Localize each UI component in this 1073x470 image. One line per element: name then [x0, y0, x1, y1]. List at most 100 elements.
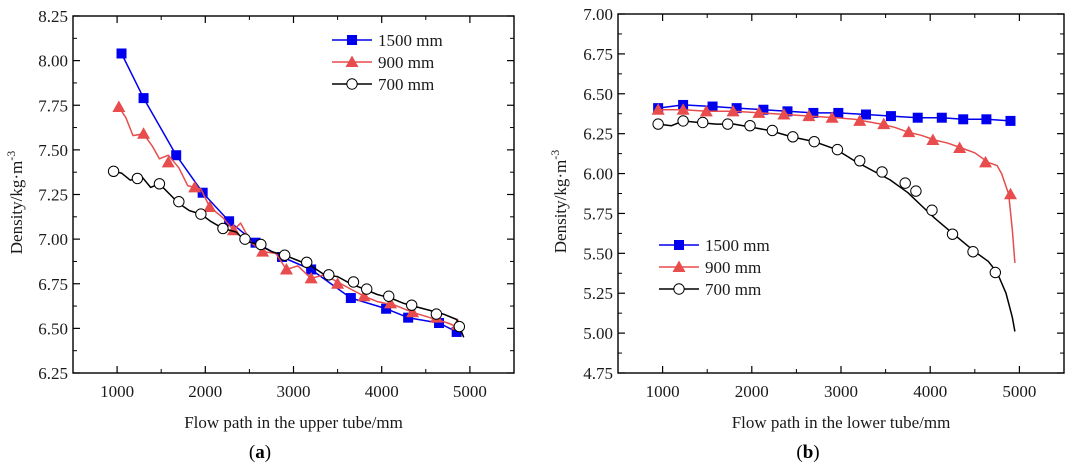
- legend-label: 900 mm: [705, 258, 761, 277]
- data-point-marker: [323, 269, 335, 281]
- x-tick-label: 1000: [646, 382, 680, 401]
- data-point-marker: [345, 293, 356, 304]
- data-point-marker: [876, 166, 888, 178]
- data-point-marker: [239, 233, 251, 245]
- x-tick-label: 3000: [824, 382, 858, 401]
- data-point-marker: [946, 228, 959, 240]
- chart-panel-b: 1000 2000 3000 4000 5000 4.75 5.00 5.25 5.50 5.75…: [548, 5, 1065, 463]
- y-tick-label: 4.75: [583, 364, 613, 383]
- data-point-marker: [926, 133, 940, 146]
- plot-frame: [617, 13, 1065, 374]
- data-point-marker: [381, 303, 392, 314]
- data-point-marker: [306, 264, 317, 275]
- data-point-marker: [304, 271, 318, 284]
- data-point-marker: [137, 127, 151, 139]
- data-point-marker: [279, 262, 293, 275]
- data-point-marker: [808, 135, 820, 148]
- data-point-marker: [744, 119, 756, 132]
- legend: 1500 mm 900 mm 700 mm: [659, 236, 770, 299]
- data-point-marker: [301, 256, 313, 269]
- legend: 1500 mm 900 mm 700 mm: [332, 31, 443, 94]
- data-point-marker: [912, 112, 923, 123]
- x-tick-label: 4000: [913, 382, 947, 401]
- data-point-marker: [958, 114, 969, 125]
- data-point-marker: [430, 308, 443, 320]
- data-point-marker: [825, 111, 839, 123]
- data-point-marker: [722, 118, 734, 130]
- data-point-marker: [877, 117, 891, 130]
- y-axis-title: Density/kg·m-3: [548, 150, 570, 254]
- y-tick-label: 7.00: [583, 5, 613, 24]
- legend-marker: [672, 260, 686, 272]
- data-point-marker: [860, 109, 871, 120]
- series-line: [118, 106, 462, 330]
- data-point-marker: [777, 108, 791, 120]
- y-tick-label: 6.75: [583, 45, 613, 64]
- data-point-marker: [1005, 115, 1016, 126]
- data-point-marker: [726, 104, 740, 117]
- data-point-marker: [131, 172, 144, 185]
- series-line: [658, 120, 1016, 332]
- y-tick-label: 5.25: [583, 284, 613, 303]
- legend-marker: [347, 35, 357, 45]
- data-point-marker: [188, 180, 202, 193]
- data-point-marker: [116, 48, 127, 59]
- data-point-marker: [853, 114, 867, 126]
- y-tick-label: 6.00: [583, 165, 613, 184]
- y-tick-label: 6.75: [38, 275, 68, 294]
- series-700-mm: [652, 115, 1016, 332]
- panel-label-close: ): [813, 442, 819, 463]
- y-tick-label: 7.50: [38, 141, 68, 160]
- data-point-marker: [384, 296, 398, 309]
- data-point-marker: [171, 150, 182, 161]
- chart-panel-a: 1000 2000 3000 4000 5000 6.25 6.50 6.75 7.00 7.25…: [4, 7, 515, 463]
- data-point-marker: [1003, 187, 1017, 200]
- data-point-marker: [758, 104, 769, 115]
- legend-label: 1500 mm: [378, 31, 443, 50]
- data-point-marker: [707, 101, 718, 112]
- data-point-marker: [953, 141, 967, 154]
- x-tick-label: 3000: [277, 382, 311, 401]
- legend-marker: [674, 240, 684, 250]
- data-point-marker: [173, 195, 185, 208]
- y-tick-label: 7.75: [38, 96, 68, 115]
- y-axis-title-superscript: -3: [548, 150, 562, 160]
- y-axis-title-superscript: -3: [4, 151, 18, 161]
- panel-label-letter: b: [803, 442, 814, 463]
- x-tick-label: 1000: [100, 382, 134, 401]
- data-point-marker: [138, 93, 149, 104]
- legend-marker: [346, 78, 358, 90]
- y-tick-label: 6.50: [38, 319, 68, 338]
- data-point-marker: [651, 103, 665, 115]
- data-point-marker: [203, 200, 217, 212]
- data-point-marker: [766, 124, 779, 137]
- y-tick-label: 5.00: [583, 324, 613, 343]
- data-point-marker: [731, 103, 742, 114]
- data-point-marker: [854, 155, 866, 167]
- y-axis-title-base: Density/kg·m: [551, 160, 570, 254]
- data-point-marker: [910, 185, 922, 197]
- y-tick-label: 8.00: [38, 52, 68, 71]
- data-point-marker: [256, 245, 270, 257]
- y-tick-label: 5.75: [583, 204, 613, 223]
- panel-label-letter: a: [255, 442, 265, 463]
- x-axis-title: Flow path in the upper tube/mm: [184, 413, 403, 432]
- y-axis-title: Density/kg·m-3: [4, 151, 26, 255]
- x-tick-label: 5000: [453, 382, 487, 401]
- data-point-marker: [107, 165, 120, 177]
- data-point-marker: [278, 249, 291, 261]
- data-point-marker: [787, 131, 799, 143]
- data-point-marker: [697, 116, 709, 129]
- data-point-marker: [331, 277, 345, 289]
- data-point-marker: [885, 111, 896, 122]
- series-line: [120, 53, 464, 335]
- y-tick-label: 6.50: [583, 85, 613, 104]
- data-point-marker: [161, 155, 175, 168]
- data-point-marker: [802, 109, 816, 122]
- data-point-marker: [255, 238, 267, 251]
- series-700-mm: [107, 165, 466, 338]
- panel-label-open: (: [796, 442, 802, 463]
- data-point-marker: [153, 178, 166, 190]
- data-point-marker: [699, 104, 713, 117]
- panel-label-close: ): [265, 442, 271, 463]
